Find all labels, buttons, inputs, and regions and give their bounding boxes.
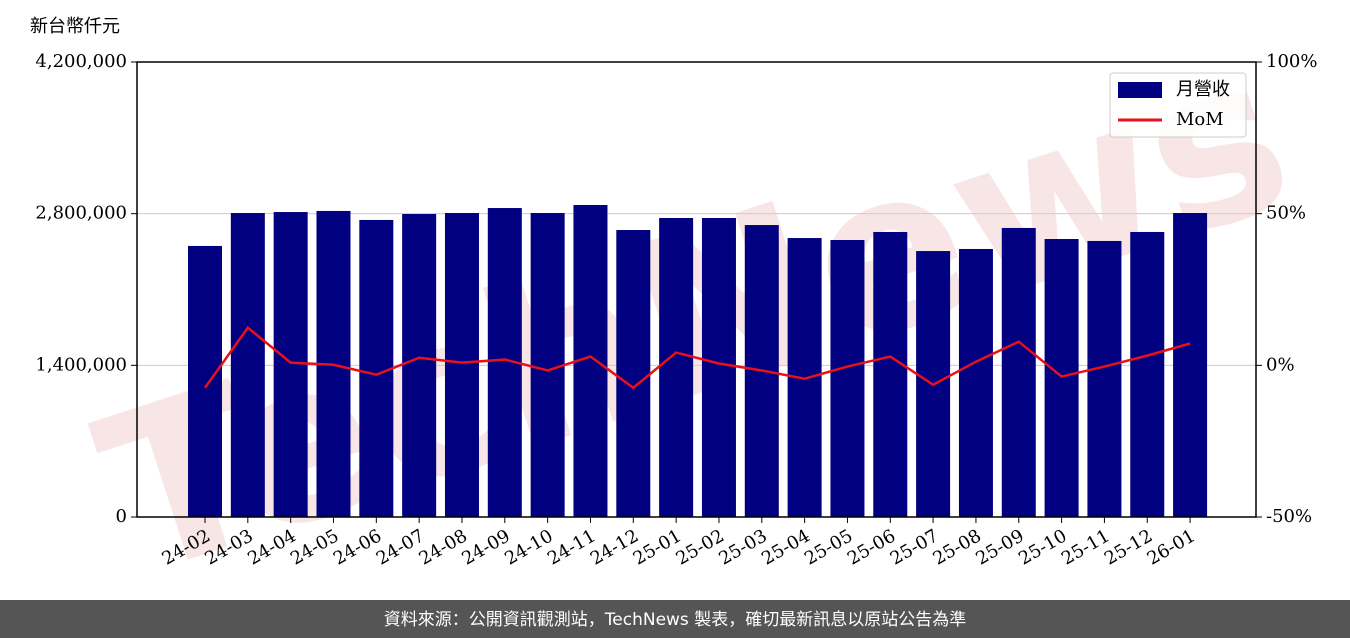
mom-line (203, 325, 1191, 390)
bar (830, 239, 865, 517)
x-tick-label: 26-01 (1144, 525, 1199, 569)
y2-tick-label: 50% (1266, 203, 1306, 224)
x-tick-label: 24-09 (458, 525, 513, 569)
y-tick-label: 4,200,000 (35, 51, 127, 72)
y-tick-label: 1,400,000 (35, 354, 127, 375)
bar (1130, 231, 1165, 517)
bar (701, 218, 736, 517)
x-tick-label: 25-12 (1101, 525, 1156, 569)
bar (616, 230, 651, 517)
bar (273, 212, 308, 517)
bar (188, 245, 222, 517)
bar (1087, 240, 1122, 517)
x-tick-label: 25-05 (801, 525, 856, 569)
bar (958, 248, 993, 517)
plot-frame (136, 61, 1257, 518)
x-tick-label: 25-06 (844, 525, 899, 569)
footer-bar (0, 600, 1350, 638)
x-tick-label: 24-10 (501, 525, 556, 569)
y2-tick-label: 0% (1266, 354, 1295, 375)
bar (1044, 239, 1079, 517)
bar (659, 218, 694, 517)
y-tick-label: 0 (116, 506, 127, 527)
footer: 資料來源：公開資訊觀測站，TechNews 製表，確切最新訊息以原站公告為準 (384, 610, 966, 630)
legend-swatch (1118, 82, 1162, 98)
y-axis-label: 新台幣仟元 (30, 16, 120, 37)
y2-tick-label: -50% (1266, 506, 1312, 527)
x-tick-label: 25-10 (1015, 525, 1070, 569)
x-tick-label: 24-11 (544, 525, 599, 569)
bar (1001, 227, 1036, 517)
x-tick-label: 25-01 (630, 525, 685, 569)
bar (230, 213, 265, 517)
bar (873, 231, 908, 517)
y-tick-label: 2,800,000 (35, 203, 127, 224)
bar (444, 213, 479, 517)
bar (359, 219, 394, 517)
x-tick-label: 24-12 (587, 525, 642, 569)
x-tick-label: 25-09 (972, 525, 1027, 569)
legend-label: MoM (1176, 109, 1224, 130)
bar (1173, 213, 1208, 517)
bar (530, 213, 565, 517)
x-tick-label: 25-11 (1058, 525, 1113, 569)
x-tick-label: 25-03 (715, 525, 770, 569)
y2-tick-label: 100% (1266, 51, 1317, 72)
x-tick-label: 25-04 (758, 525, 813, 569)
x-tick-label: 25-07 (887, 525, 942, 569)
x-tick-label: 25-08 (930, 525, 985, 569)
bar (402, 213, 437, 517)
legend-label: 月營收 (1176, 79, 1230, 100)
x-tick-label: 25-02 (673, 525, 728, 569)
